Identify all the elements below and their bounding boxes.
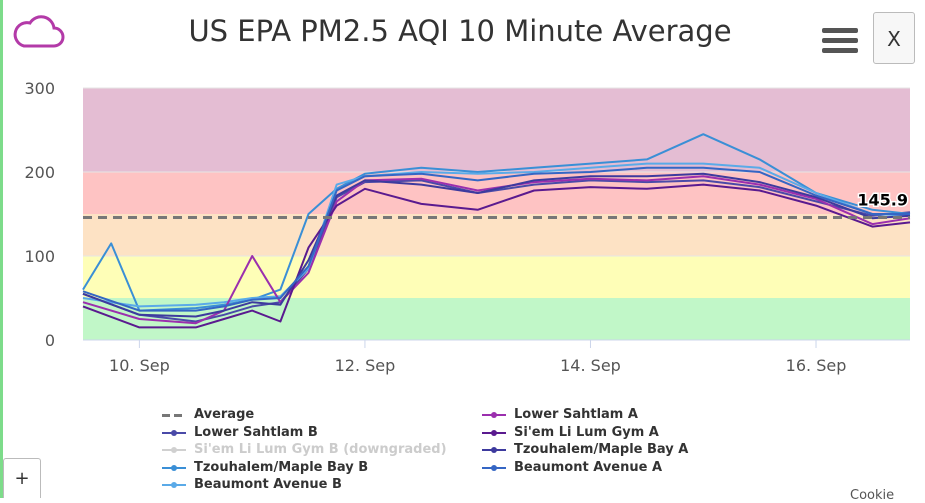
legend-item-series-7[interactable]: Beaumont Avenue A: [480, 460, 662, 476]
legend-label: Si'em Li Lum Gym B (downgraded): [194, 442, 447, 457]
legend-label: Beaumont Avenue B: [194, 477, 342, 492]
y-tick-label-0: 0: [45, 331, 55, 350]
expand-button[interactable]: +: [3, 458, 41, 498]
close-button[interactable]: X: [873, 12, 915, 64]
cloud-icon[interactable]: [10, 12, 66, 52]
legend-item-series-6[interactable]: Tzouhalem/Maple Bay A: [480, 442, 688, 458]
average-value-label: 145.9: [857, 190, 908, 209]
chart-legend: Average Lower Sahtlam B Si'em Li Lum Gym B…: [160, 407, 760, 493]
y-tick-label-200: 200: [24, 163, 55, 182]
legend-symbol: [160, 442, 188, 458]
corner-text: Cookie: [850, 488, 895, 503]
legend-symbol: [160, 460, 188, 476]
series-line-6: [82, 172, 911, 318]
series-line-5: [82, 183, 911, 329]
y-tick-label-100: 100: [24, 247, 55, 266]
legend-symbol: [160, 425, 188, 441]
legend-item-series-1[interactable]: Si'em Li Lum Gym B (downgraded): [160, 442, 447, 458]
y-tick-label-300: 300: [24, 79, 55, 98]
series-line-3: [82, 162, 911, 308]
legend-symbol: [160, 477, 188, 493]
legend-label: Average: [194, 407, 255, 422]
series-line-0: [82, 179, 911, 323]
aqi-band-4: [83, 88, 910, 172]
legend-symbol: [480, 407, 508, 423]
chart-plot: 0 100 200 300 10. Sep 12. Sep 14. Sep 16. Sep 14…: [24, 79, 911, 375]
legend-label: Si'em Li Lum Gym A: [514, 424, 659, 440]
chart-title: US EPA PM2.5 AQI 10 Minute Average: [188, 14, 732, 48]
series-line-2: [82, 133, 911, 312]
legend-label: Tzouhalem/Maple Bay B: [194, 459, 369, 475]
x-tick-label-2: 14. Sep: [560, 356, 621, 375]
legend-label: Lower Sahtlam A: [514, 407, 638, 422]
legend-symbol: [480, 460, 508, 476]
legend-item-series-2[interactable]: Tzouhalem/Maple Bay B: [160, 460, 368, 476]
legend-symbol: [480, 442, 508, 458]
legend-item-average[interactable]: Average: [160, 407, 254, 423]
legend-item-series-0[interactable]: Lower Sahtlam B: [160, 425, 318, 441]
hamburger-menu-icon[interactable]: [822, 28, 858, 58]
aqi-band-1: [83, 256, 910, 298]
legend-symbol: [160, 407, 188, 423]
left-edge-strip: [0, 0, 3, 498]
legend-item-series-3[interactable]: Beaumont Avenue B: [160, 477, 342, 493]
x-tick-label-0: 10. Sep: [109, 356, 170, 375]
legend-item-series-5[interactable]: Si'em Li Lum Gym A: [480, 425, 659, 441]
aqi-band-2: [83, 214, 910, 256]
x-tick-label-1: 12. Sep: [335, 356, 396, 375]
legend-label: Beaumont Avenue A: [514, 459, 663, 475]
series-line-7: [82, 166, 910, 312]
legend-symbol: [480, 425, 508, 441]
legend-label: Lower Sahtlam B: [194, 424, 318, 440]
legend-item-series-4[interactable]: Lower Sahtlam A: [480, 407, 638, 423]
legend-label: Tzouhalem/Maple Bay A: [514, 442, 689, 457]
x-tick-label-3: 16. Sep: [786, 356, 847, 375]
